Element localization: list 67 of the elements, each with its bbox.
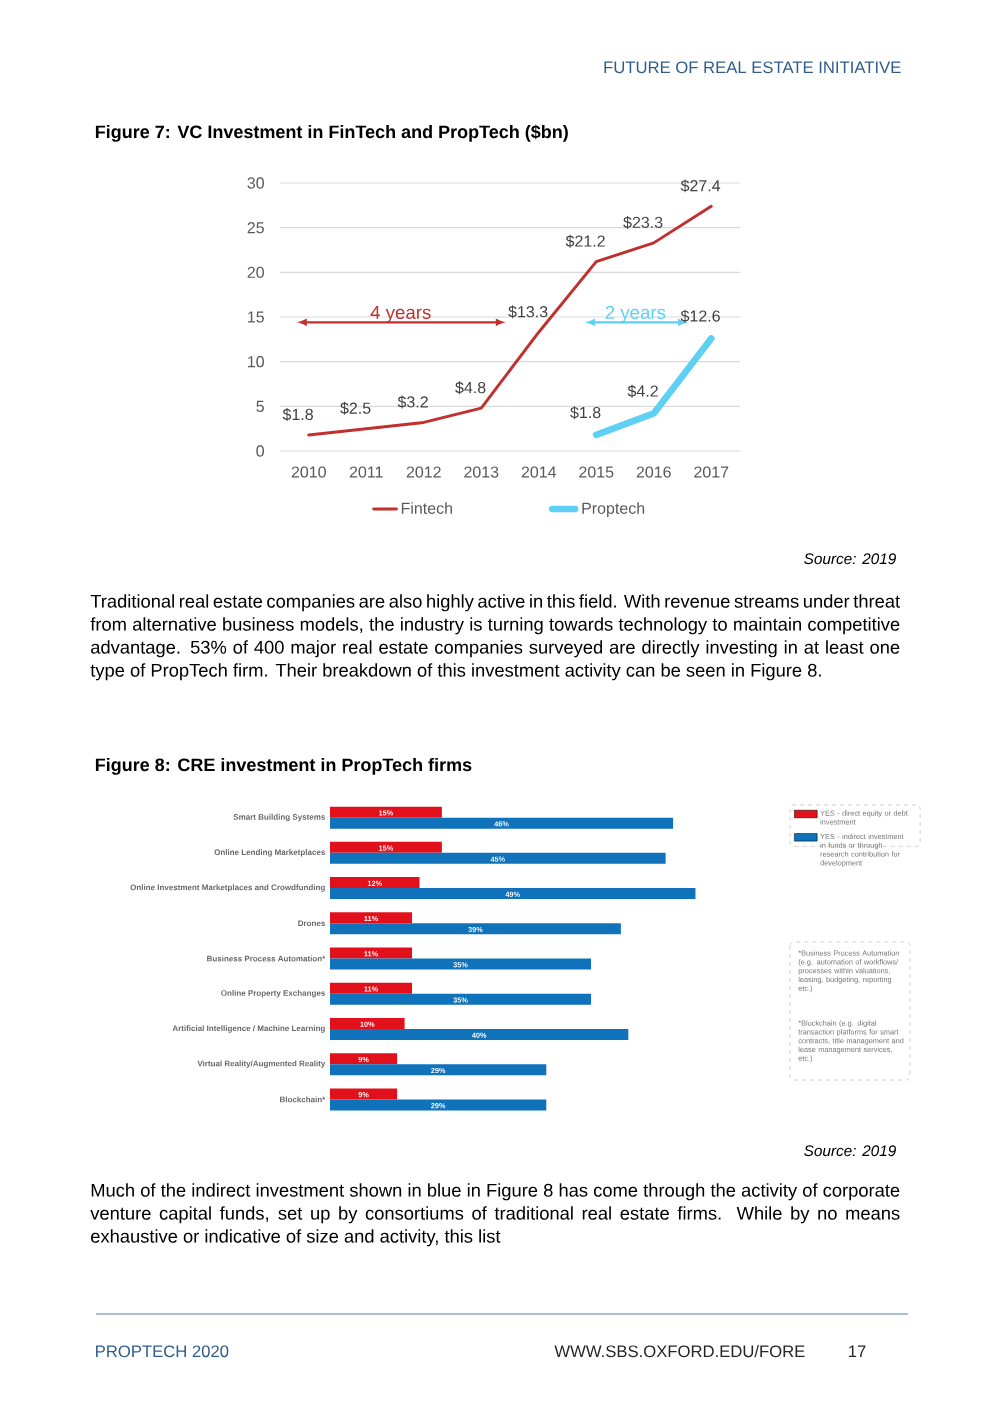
y-tick-label: Online Property Exchanges bbox=[221, 989, 325, 998]
x-tick-label: 2011 bbox=[349, 466, 383, 478]
y-tick-label: Artificial Intelligence / Machine Learning bbox=[172, 1025, 325, 1033]
chart-title: Figure 7: VC Investment in FinTech and PropTech ($bn) bbox=[95, 124, 568, 142]
y-tick-label: Online Investment Marketplaces and Crowdfunding bbox=[130, 884, 325, 892]
data-label: $4.2 bbox=[627, 384, 658, 398]
bar bbox=[330, 1088, 398, 1100]
bar bbox=[330, 852, 666, 864]
text: FUTURE OF REAL ESTATE INITIATIVE bbox=[604, 61, 901, 74]
x-tick-label: 2016 bbox=[636, 466, 671, 478]
bar bbox=[330, 841, 442, 853]
y-tick-label: 15 bbox=[248, 311, 264, 323]
bar bbox=[330, 923, 621, 935]
y-tick-label: Business Process Automation* bbox=[207, 955, 326, 962]
x-tick-label: 2014 bbox=[521, 466, 557, 478]
y-tick-label: Drones bbox=[298, 920, 325, 927]
bar bbox=[330, 877, 420, 889]
data-label: $4.8 bbox=[455, 381, 486, 395]
text: Traditional real estate companies are also highly active in this field. With revenue streams under threat from alternative business models, the industry is turning towards technology to maintain competitive advantage. 53% of 400 major real estate companies surveyed are directly investing in at least one type of PropTech firm. Their breakdown of this investment activity can be seen in Figure 8. bbox=[90, 594, 900, 681]
x-tick-label: 2010 bbox=[291, 466, 326, 478]
bar bbox=[330, 912, 413, 924]
y-tick-label: Smart Building Systems bbox=[233, 813, 325, 822]
y-tick-label: 20 bbox=[247, 266, 264, 278]
data-label: $1.8 bbox=[570, 406, 601, 420]
y-tick-label: 10 bbox=[248, 356, 264, 368]
y-tick-label: 25 bbox=[247, 222, 264, 234]
legend-label: Proptech bbox=[582, 502, 645, 518]
bar bbox=[330, 888, 696, 900]
x-tick-label: 2017 bbox=[694, 466, 729, 478]
y-tick-label: Online Lending Marketplaces bbox=[214, 849, 325, 857]
bar bbox=[330, 958, 592, 970]
data-label: $23.3 bbox=[623, 216, 663, 229]
legend-label: Fintech bbox=[401, 502, 452, 514]
data-label: $1.8 bbox=[282, 408, 313, 422]
data-label: $21.2 bbox=[565, 234, 605, 248]
bar bbox=[330, 1017, 405, 1029]
data-label: $27.4 bbox=[680, 179, 721, 193]
bar bbox=[330, 806, 442, 818]
annotation: 4 years bbox=[370, 305, 431, 323]
y-tick-label: Virtual Reality/Augmented Reality bbox=[197, 1060, 326, 1068]
bar bbox=[330, 982, 413, 994]
y-tick-label: Blockchain* bbox=[280, 1096, 326, 1103]
x-tick-label: 2013 bbox=[464, 466, 499, 478]
chart-title: Figure 8: CRE investment in PropTech firms bbox=[95, 757, 472, 775]
annotation: 2 years bbox=[605, 305, 666, 323]
y-tick-label: 30 bbox=[247, 177, 264, 189]
bar bbox=[330, 993, 592, 1005]
source-note: Source: 2019 bbox=[804, 1145, 896, 1157]
text: PROPTECH 2020 bbox=[96, 1345, 229, 1358]
bar bbox=[330, 1064, 547, 1076]
text: Much of the indirect investment shown in blue in Figure 8 has come through the activity of corporate venture capital funds, set up by consortiums of traditional real estate firms. While by no means exhaustive or indicative of size and activity, this list bbox=[90, 1183, 900, 1247]
bar bbox=[330, 947, 413, 959]
bar bbox=[330, 1053, 398, 1065]
data-label: $12.6 bbox=[680, 309, 720, 323]
y-tick-label: 0 bbox=[256, 445, 264, 457]
data-label: $3.2 bbox=[397, 395, 428, 409]
data-label: $13.3 bbox=[508, 305, 548, 319]
data-label: $2.5 bbox=[340, 401, 371, 415]
bar bbox=[330, 1028, 629, 1040]
bar bbox=[330, 817, 674, 829]
text: 17 bbox=[849, 1345, 866, 1358]
x-tick-label: 2012 bbox=[406, 466, 441, 478]
text: WWW.SBS.OXFORD.EDU/FORE bbox=[554, 1344, 805, 1358]
y-tick-label: 5 bbox=[256, 400, 264, 412]
source-note: Source: 2019 bbox=[804, 553, 896, 565]
bar bbox=[330, 1099, 547, 1111]
x-tick-label: 2015 bbox=[579, 466, 614, 478]
